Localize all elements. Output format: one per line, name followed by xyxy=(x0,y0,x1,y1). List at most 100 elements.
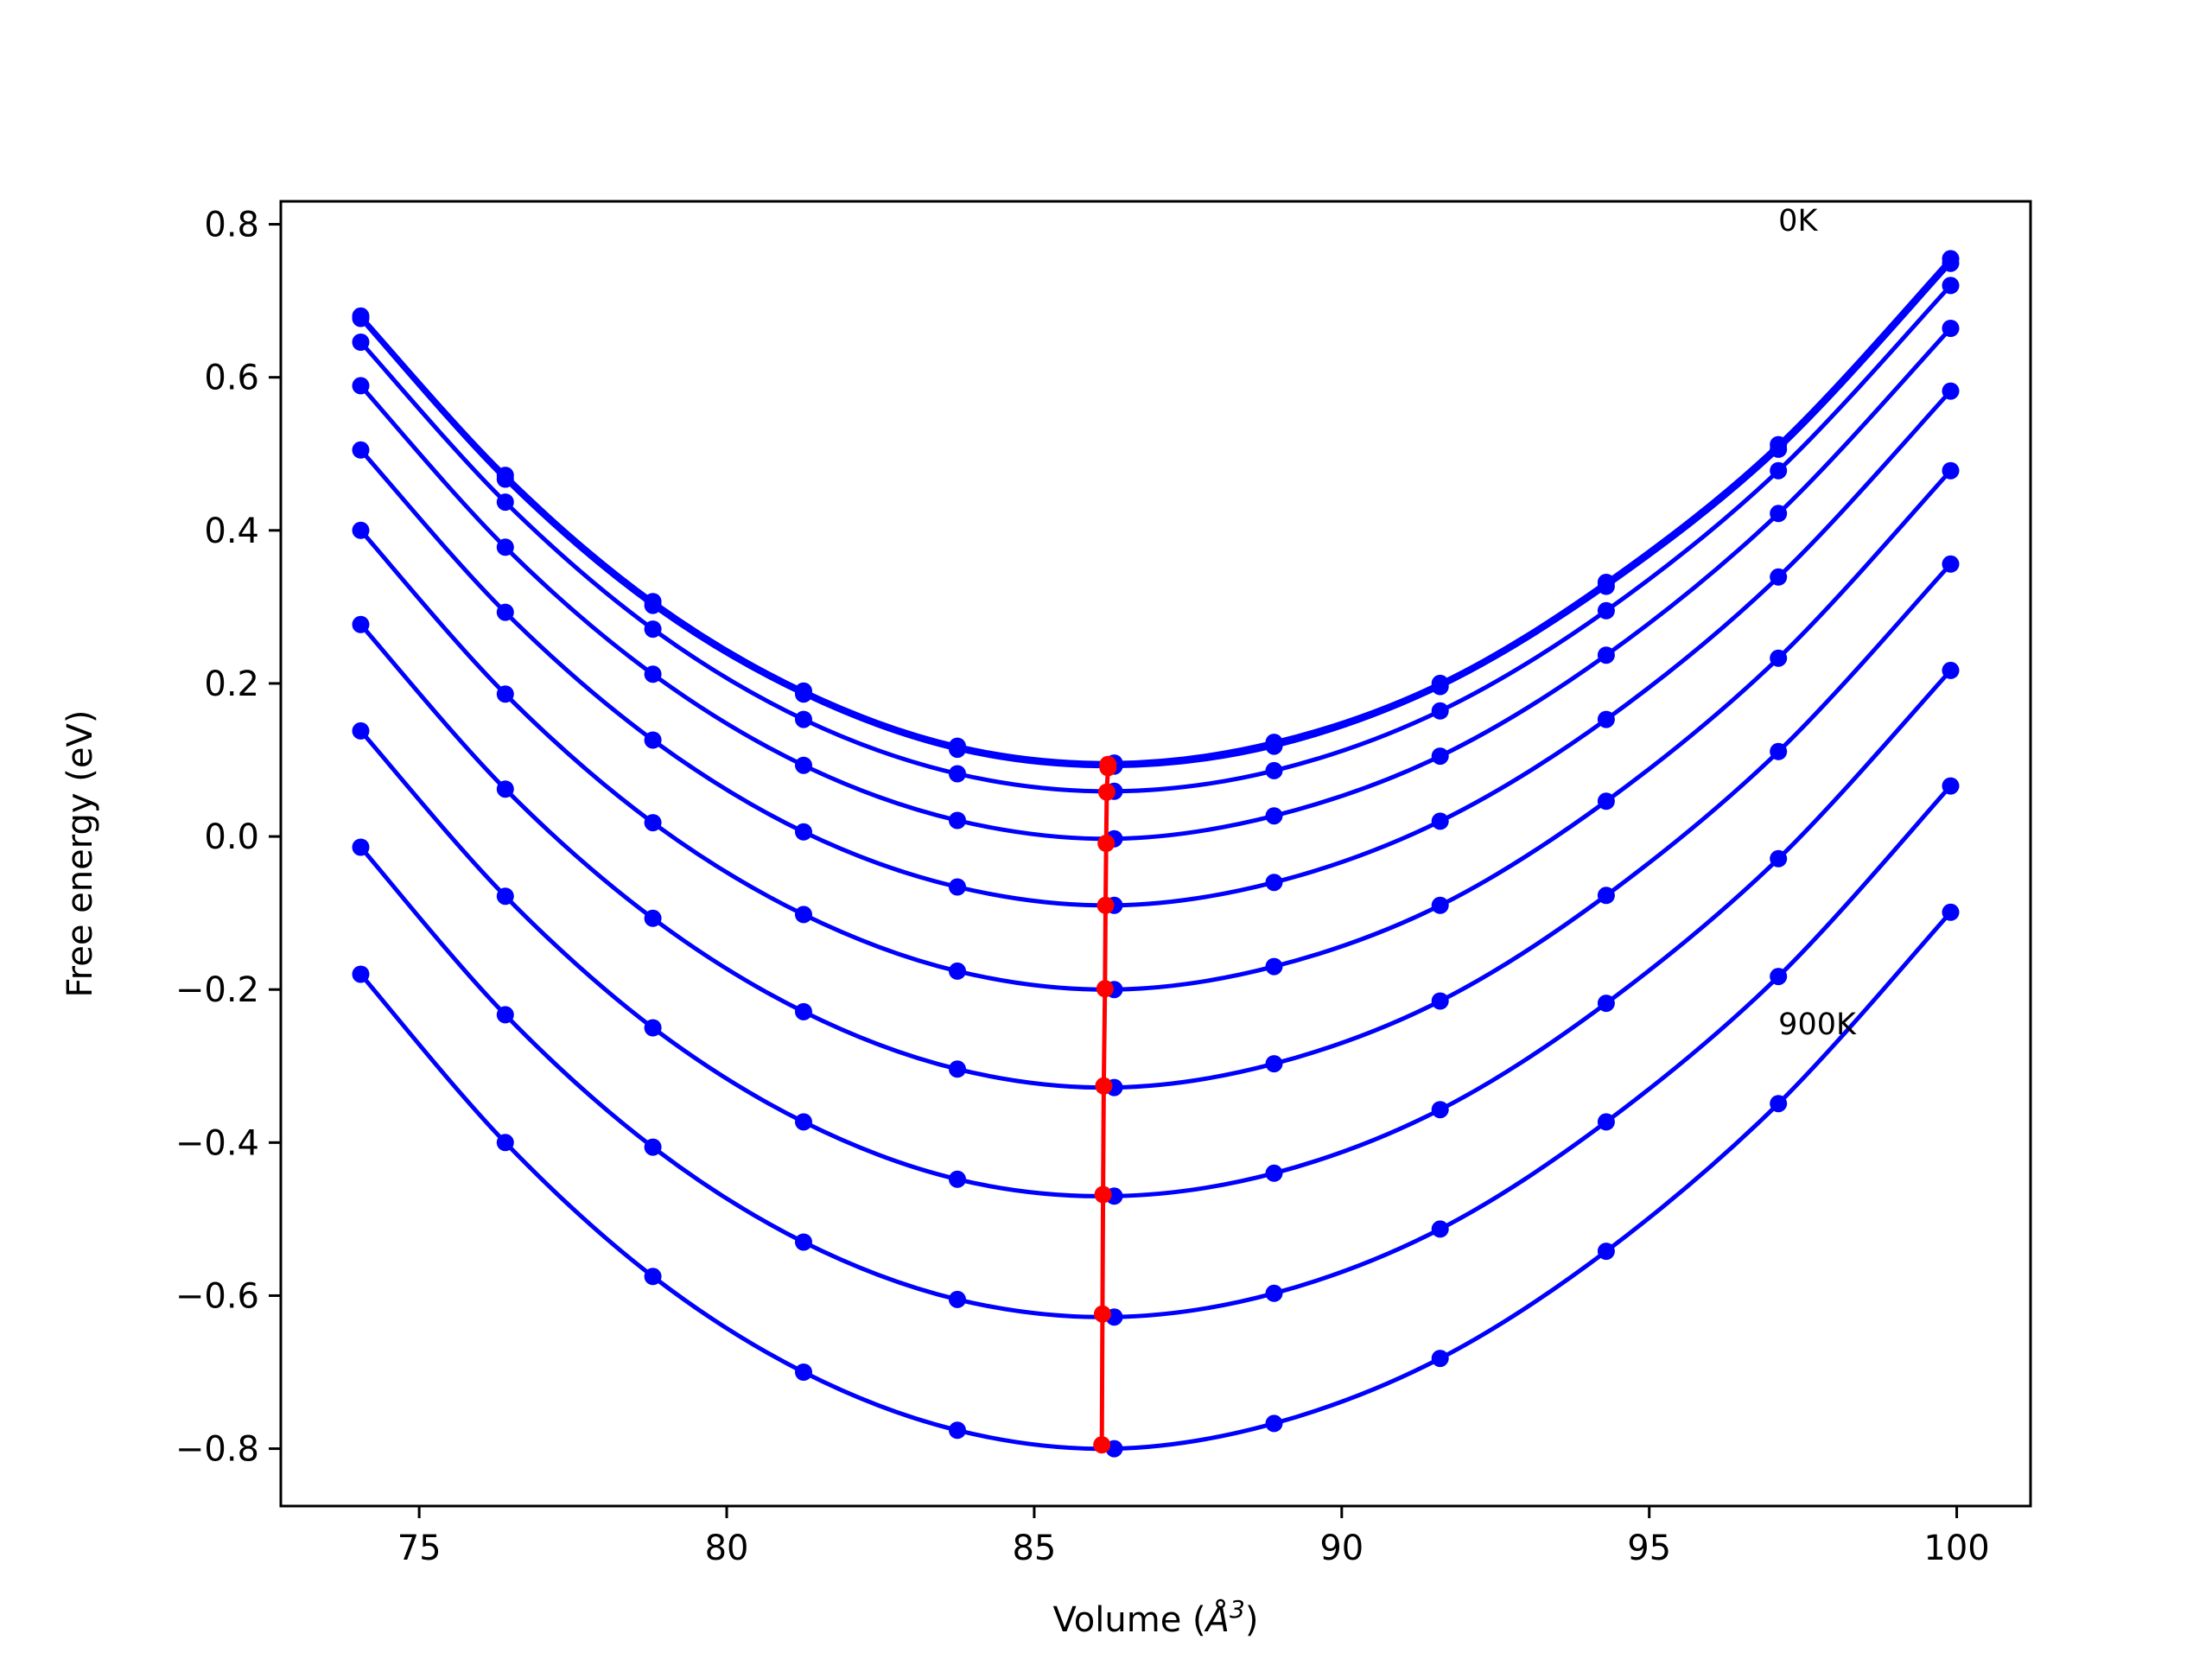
data-point-6-9 xyxy=(1770,742,1788,760)
data-point-8-8 xyxy=(1597,1113,1615,1131)
data-point-3-0 xyxy=(352,377,370,395)
minima-point-4 xyxy=(1096,896,1115,914)
data-point-7-7 xyxy=(1431,1101,1449,1119)
data-point-3-8 xyxy=(1597,646,1615,664)
data-point-3-4 xyxy=(949,811,966,830)
data-point-4-2 xyxy=(644,731,662,749)
data-point-9-1 xyxy=(496,1134,514,1152)
data-point-6-0 xyxy=(352,615,370,633)
series-line-3 xyxy=(359,327,1953,842)
data-point-4-4 xyxy=(949,878,966,896)
data-point-5-8 xyxy=(1597,792,1615,810)
data-point-1-7 xyxy=(1431,677,1449,696)
data-point-5-0 xyxy=(352,521,370,539)
data-point-6-3 xyxy=(795,1002,812,1020)
data-point-3-10 xyxy=(1942,320,1960,337)
data-point-7-9 xyxy=(1770,849,1788,868)
data-point-3-3 xyxy=(795,756,812,774)
data-point-8-6 xyxy=(1265,1284,1283,1302)
data-point-9-7 xyxy=(1431,1350,1449,1368)
data-point-8-0 xyxy=(352,838,370,856)
data-point-2-3 xyxy=(795,710,812,728)
x-tick-label: 90 xyxy=(1319,1529,1363,1568)
data-point-9-0 xyxy=(352,965,370,983)
data-point-5-2 xyxy=(644,814,662,832)
x-tick-label: 95 xyxy=(1627,1529,1671,1568)
minima-point-7 xyxy=(1094,1185,1112,1204)
data-point-7-8 xyxy=(1597,995,1615,1013)
data-point-7-2 xyxy=(644,1019,662,1037)
data-point-1-9 xyxy=(1770,440,1788,458)
data-point-6-10 xyxy=(1942,555,1960,573)
data-point-8-7 xyxy=(1431,1220,1449,1238)
data-point-8-2 xyxy=(644,1138,662,1156)
data-point-4-10 xyxy=(1942,382,1960,400)
minima-point-5 xyxy=(1096,980,1114,998)
y-axis-label: Free energy (eV) xyxy=(60,710,100,998)
y-tick-label: −0.6 xyxy=(175,1276,259,1316)
data-point-2-8 xyxy=(1597,601,1615,620)
data-point-9-10 xyxy=(1942,903,1960,921)
series-line-6 xyxy=(359,563,1953,1090)
data-point-6-8 xyxy=(1597,887,1615,905)
x-tick-label: 85 xyxy=(1012,1529,1056,1568)
series-line-4 xyxy=(359,389,1953,908)
data-point-6-7 xyxy=(1431,992,1449,1010)
minima-point-8 xyxy=(1093,1305,1111,1323)
series-line-5 xyxy=(359,469,1953,992)
data-point-8-9 xyxy=(1770,968,1788,986)
data-point-8-4 xyxy=(949,1290,966,1308)
data-point-3-7 xyxy=(1431,747,1449,766)
data-point-8-3 xyxy=(795,1233,812,1251)
y-axis-ticks: 0.8 0.6 0.4 0.2 0.0 −0.2 −0.4 −0.6 −0.8 xyxy=(175,206,281,1470)
minima-line xyxy=(1099,764,1110,1446)
data-point-2-6 xyxy=(1265,761,1283,779)
data-point-1-8 xyxy=(1597,577,1615,595)
data-point-7-3 xyxy=(795,1113,812,1131)
data-point-5-9 xyxy=(1770,649,1788,667)
series-line-0 xyxy=(359,257,1953,766)
data-point-6-6 xyxy=(1265,1055,1283,1073)
y-tick-label: 0.0 xyxy=(204,817,259,857)
data-point-9-6 xyxy=(1265,1414,1283,1433)
data-point-5-3 xyxy=(795,906,812,924)
data-point-9-4 xyxy=(949,1421,966,1440)
data-point-1-0 xyxy=(352,309,370,327)
data-point-1-3 xyxy=(795,685,812,703)
data-point-2-0 xyxy=(352,334,370,351)
data-point-1-1 xyxy=(496,470,514,488)
data-point-6-4 xyxy=(949,1060,966,1078)
y-tick-label: 0.4 xyxy=(204,512,259,551)
series-line-2 xyxy=(359,283,1953,794)
x-axis-ticks: 75 80 85 90 95 100 xyxy=(397,1506,1990,1568)
data-point-4-0 xyxy=(352,441,370,459)
minima-point-2 xyxy=(1097,783,1116,801)
y-tick-label: −0.4 xyxy=(175,1123,259,1163)
series-line-7 xyxy=(359,669,1953,1198)
data-point-8-10 xyxy=(1942,777,1960,795)
minima-layer xyxy=(1093,755,1117,1454)
y-tick-label: 0.8 xyxy=(204,206,259,245)
data-point-3-1 xyxy=(496,538,514,556)
data-point-9-3 xyxy=(795,1363,812,1381)
data-point-3-9 xyxy=(1770,505,1788,523)
data-point-9-8 xyxy=(1597,1243,1615,1261)
y-tick-label: −0.2 xyxy=(175,970,259,1010)
annotation-1: 900K xyxy=(1778,1007,1857,1042)
x-axis-label: Volume (Å3) xyxy=(1053,1595,1259,1640)
data-point-7-6 xyxy=(1265,1164,1283,1182)
data-point-4-6 xyxy=(1265,874,1283,892)
data-point-5-10 xyxy=(1942,461,1960,480)
y-tick-label: 0.2 xyxy=(204,664,259,704)
plot-frame xyxy=(279,200,2032,1508)
data-point-1-2 xyxy=(644,596,662,614)
data-point-2-1 xyxy=(496,493,514,512)
data-point-4-3 xyxy=(795,823,812,841)
series-layer xyxy=(352,250,1960,1458)
data-point-2-4 xyxy=(949,765,966,783)
data-point-4-8 xyxy=(1597,710,1615,728)
data-point-2-10 xyxy=(1942,276,1960,295)
data-point-9-2 xyxy=(644,1268,662,1286)
data-point-5-4 xyxy=(949,962,966,980)
